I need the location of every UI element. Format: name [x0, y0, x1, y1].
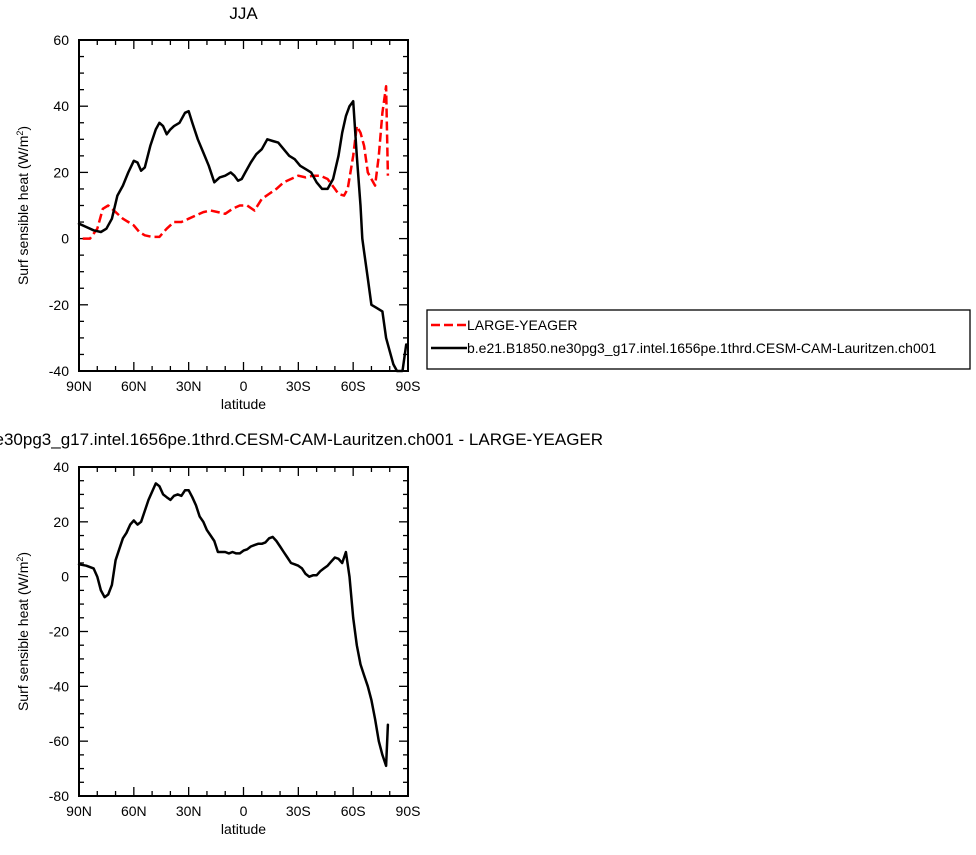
y-tick-label: -60 [49, 733, 69, 749]
y-tick-label: -20 [49, 624, 69, 640]
x-tick-label: 90N [66, 803, 92, 819]
x-axis-label: latitude [221, 396, 266, 412]
y-axis-label: Surf sensible heat (W/m2) [15, 126, 31, 285]
y-tick-label: -40 [49, 363, 69, 379]
panel-top-jja: 90N 60N 30N 0 30S 60S 90S -40 -20 0 20 40 60 latitude… [15, 4, 420, 412]
y-tick-label: -40 [49, 678, 69, 694]
x-tick-label: 90N [66, 378, 92, 394]
series-line-0 [82, 85, 390, 240]
x-tick-label: 30S [286, 378, 311, 394]
legend: LARGE-YEAGER b.e21.B1850.ne30pg3_g17.inte… [426, 309, 971, 370]
x-tick-label: 60N [121, 378, 147, 394]
y-axis-label-superscript: 2 [15, 557, 25, 562]
y-axis-label-superscript: 2 [15, 131, 25, 136]
series-line-0 [77, 482, 390, 768]
legend-label-1: b.e21.B1850.ne30pg3_g17.intel.1656pe.1th… [467, 340, 937, 356]
x-tick-label: 30N [176, 803, 202, 819]
x-axis-label: latitude [221, 821, 266, 837]
x-tick-label: 60N [121, 803, 147, 819]
legend-label-0: LARGE-YEAGER [467, 317, 577, 333]
y-axis-label-text: Surf sensible heat (W/m [15, 562, 31, 711]
y-tick-label: 0 [61, 569, 69, 585]
x-tick-label: 0 [240, 803, 248, 819]
x-tick-label: 90S [396, 378, 421, 394]
y-tick-label: 40 [53, 459, 69, 475]
panel-bottom-difference: 90N 60N 30N 0 30S 60S 90S -80 -60 -40 -20 0 20 40 lati… [0, 430, 603, 837]
y-axis-label: Surf sensible heat (W/m2) [15, 552, 31, 711]
y-tick-label: -20 [49, 297, 69, 313]
y-tick-label: -80 [49, 788, 69, 804]
x-tick-label: 0 [240, 378, 248, 394]
chart-title: JJA [229, 4, 258, 23]
y-tick-label: 0 [61, 231, 69, 247]
y-tick-label: 20 [53, 164, 69, 180]
y-tick-label: 20 [53, 514, 69, 530]
x-tick-label: 30N [176, 378, 202, 394]
x-tick-label: 90S [396, 803, 421, 819]
plot-frame [78, 466, 409, 797]
x-tick-label: 60S [341, 378, 366, 394]
y-axis-label-text: Surf sensible heat (W/m [15, 136, 31, 285]
y-axis-label-close: ) [15, 552, 31, 557]
y-tick-label: 40 [53, 98, 69, 114]
x-tick-label: 60S [341, 803, 366, 819]
chart-title: b.e21.B1850.ne30pg3_g17.intel.1656pe.1th… [0, 430, 603, 449]
legend-box [426, 309, 971, 370]
x-tick-label: 30S [286, 803, 311, 819]
plot-frame [78, 39, 409, 372]
y-tick-label: 60 [53, 32, 69, 48]
series-line-1 [77, 99, 408, 373]
y-axis-label-close: ) [15, 126, 31, 131]
